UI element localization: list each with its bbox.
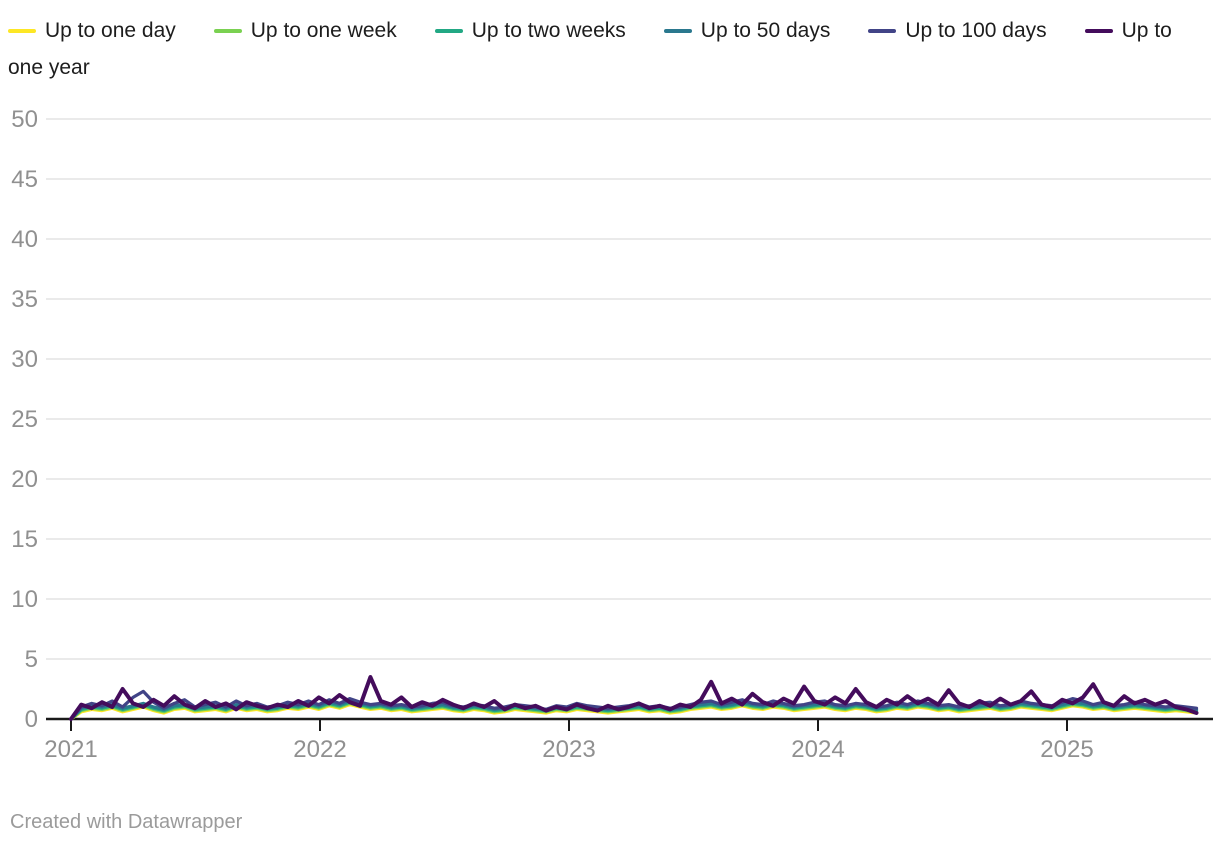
legend-item-label: Up to 100 days [905,19,1047,42]
svg-text:20: 20 [11,466,38,493]
svg-text:40: 40 [11,226,38,253]
legend-item-label: Up to one year [8,19,1172,79]
legend-item-label: Up to one week [250,19,397,42]
svg-text:15: 15 [11,526,38,553]
legend: Up to one day Up to one week Up to two wee… [8,12,1204,86]
legend-swatch-icon [213,28,242,33]
legend-item: Up to one week [213,19,397,42]
svg-text:35: 35 [11,286,38,313]
legend-item: Up to two weeks [434,19,626,42]
legend-swatch-icon [8,28,36,33]
legend-item-label: Up to two weeks [471,19,626,42]
svg-text:2025: 2025 [1040,736,1093,763]
legend-swatch-icon [434,28,463,33]
svg-text:30: 30 [11,346,38,373]
svg-text:45: 45 [11,166,38,193]
svg-text:10: 10 [11,586,38,613]
datawrapper-credit-link[interactable]: Created with Datawrapper [10,811,243,833]
chart-footer: Created with Datawrapper [10,811,242,834]
legend-item-label: Up to 50 days [700,19,831,42]
svg-text:2022: 2022 [293,736,346,763]
svg-text:2023: 2023 [542,736,595,763]
svg-text:2021: 2021 [44,736,97,763]
legend-swatch-icon [663,28,692,33]
legend-swatch-icon [868,28,897,33]
svg-text:2024: 2024 [791,736,844,763]
svg-text:0: 0 [25,706,38,733]
svg-text:5: 5 [25,646,38,673]
legend-item: Up to one day [8,19,176,42]
legend-swatch-icon [1084,28,1113,33]
svg-text:25: 25 [11,406,38,433]
legend-item-label: Up to one day [45,19,176,42]
legend-item: Up to 100 days [868,19,1047,42]
legend-item: Up to one year [8,19,1172,79]
legend-item: Up to 50 days [663,19,831,42]
svg-text:50: 50 [11,106,38,133]
